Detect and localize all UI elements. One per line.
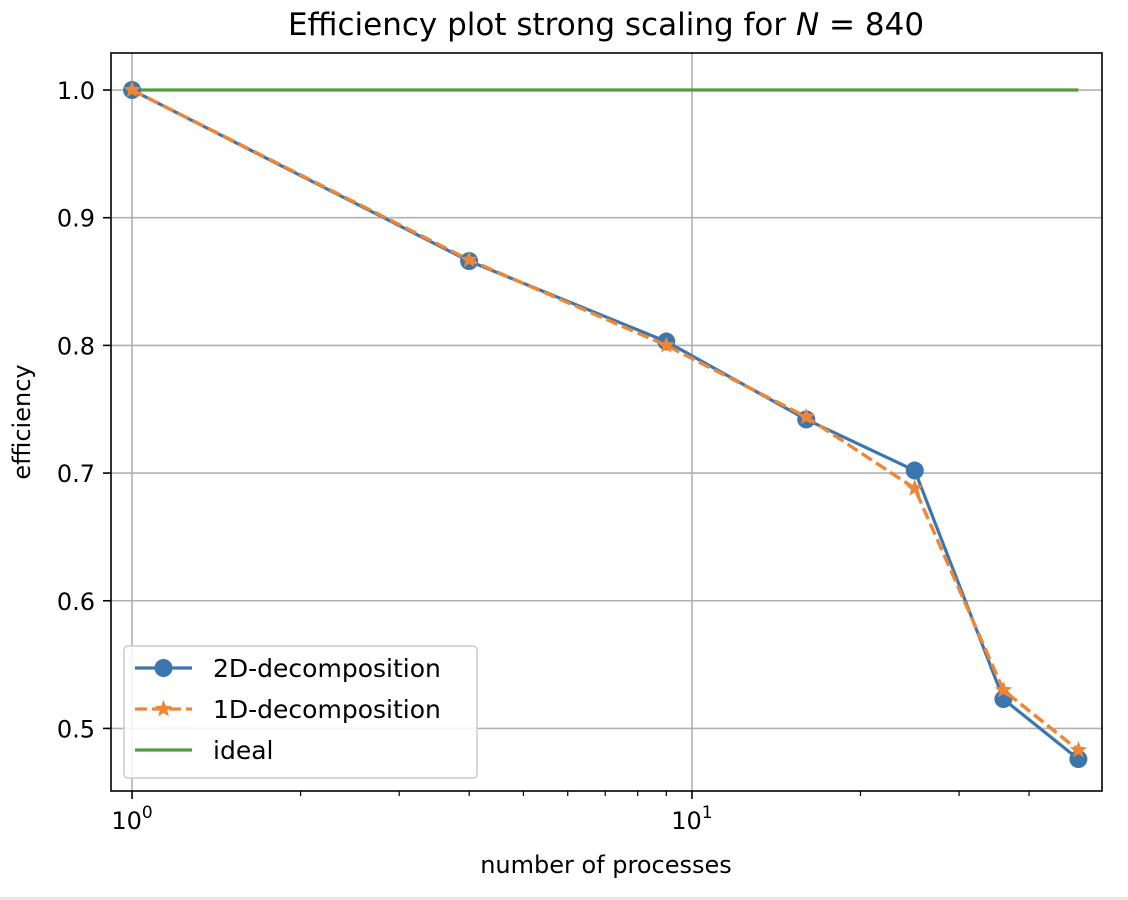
x-tick-label: 101 <box>671 803 712 835</box>
legend-label: 1D-decomposition <box>213 695 441 724</box>
legend-box <box>123 645 478 779</box>
data-point-marker <box>994 681 1012 698</box>
chart-title-variable: N <box>796 7 819 43</box>
minor-ticks <box>300 791 1030 796</box>
data-point-marker <box>905 461 924 480</box>
legend-entry-ideal: ideal <box>135 736 273 765</box>
x-axis-label: number of processes <box>480 851 732 879</box>
plot-frame <box>110 52 1103 792</box>
x-tick-label: 100 <box>111 803 152 835</box>
series-1d-decomposition <box>123 81 1087 758</box>
legend-entry-1d-decomposition: 1D-decomposition <box>135 695 441 724</box>
plot-series <box>123 81 1088 769</box>
legend-label: ideal <box>213 736 273 765</box>
y-tick-label: 1.0 <box>57 77 95 105</box>
data-point-marker <box>460 250 478 268</box>
axis-ticks: 0.5 0.6 0.7 0.8 0.9 1.0 100 101 <box>57 77 713 835</box>
chart-title-suffix: = 840 <box>819 7 924 43</box>
y-tick-label: 0.6 <box>57 588 95 616</box>
bottom-edge-strip <box>0 897 1128 900</box>
legend-marker <box>154 700 173 717</box>
data-point-marker <box>797 407 815 425</box>
legend: 2D-decomposition 1D-decomposition ideal <box>123 645 478 779</box>
chart-title-prefix: Efficiency plot strong scaling for <box>288 7 796 43</box>
data-point-marker <box>1069 741 1087 758</box>
y-tick-label: 0.7 <box>57 460 95 488</box>
data-point-marker <box>123 81 141 98</box>
data-point-marker <box>906 479 924 496</box>
y-tick-label: 0.8 <box>57 332 95 360</box>
y-tick-label: 0.5 <box>57 715 95 743</box>
legend-entry-2d-decomposition: 2D-decomposition <box>135 654 441 683</box>
chart-title: Efficiency plot strong scaling for N = 8… <box>288 7 924 43</box>
y-tick-label: 0.9 <box>57 205 95 233</box>
legend-label: 2D-decomposition <box>213 654 441 683</box>
data-point-marker <box>657 336 675 353</box>
y-axis-label: efficiency <box>8 364 36 479</box>
legend-marker <box>154 659 173 677</box>
